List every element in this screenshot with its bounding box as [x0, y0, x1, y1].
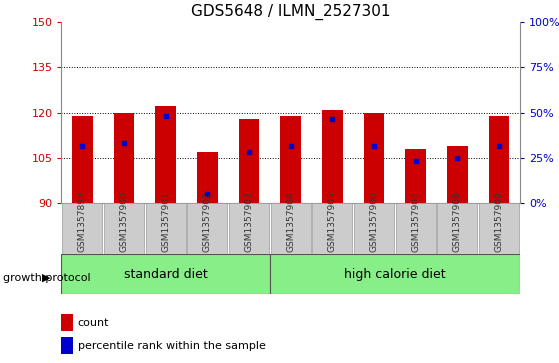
Bar [312, 203, 352, 254]
Bar [396, 203, 435, 254]
Point [369, 143, 378, 149]
Bar [61, 254, 270, 294]
Text: GSM1357901: GSM1357901 [161, 191, 170, 252]
Text: GSM1357907: GSM1357907 [411, 191, 420, 252]
Bar [197, 152, 218, 203]
Text: growth protocol: growth protocol [3, 273, 91, 283]
Point [120, 140, 129, 146]
Bar [363, 113, 385, 203]
Bar [146, 203, 186, 254]
Point [495, 143, 504, 149]
Text: GSM1357902: GSM1357902 [203, 191, 212, 252]
Text: GSM1357905: GSM1357905 [328, 191, 337, 252]
Bar [354, 203, 394, 254]
Point [78, 143, 87, 149]
Text: GSM1357899: GSM1357899 [78, 191, 87, 252]
Point [328, 116, 337, 122]
Bar [62, 203, 102, 254]
Bar [61, 337, 73, 354]
Text: standard diet: standard diet [124, 268, 207, 281]
Text: GSM1357908: GSM1357908 [453, 191, 462, 252]
Text: count: count [78, 318, 109, 328]
Bar [270, 254, 520, 294]
Text: GSM1357909: GSM1357909 [495, 191, 504, 252]
Bar [447, 146, 468, 203]
Text: percentile rank within the sample: percentile rank within the sample [78, 340, 266, 351]
Text: GSM1357904: GSM1357904 [286, 191, 295, 252]
Text: GSM1357906: GSM1357906 [369, 191, 378, 252]
Bar [187, 203, 228, 254]
Bar [61, 314, 73, 331]
Bar [155, 106, 176, 203]
Point [203, 191, 212, 197]
Bar [271, 203, 311, 254]
Text: GSM1357900: GSM1357900 [120, 191, 129, 252]
Bar [104, 203, 144, 254]
Bar [280, 115, 301, 203]
Bar [489, 115, 509, 203]
Point [453, 155, 462, 161]
Bar [479, 203, 519, 254]
Text: high calorie diet: high calorie diet [344, 268, 446, 281]
Bar [322, 110, 343, 203]
Point [411, 158, 420, 164]
Point [244, 149, 253, 155]
Bar [229, 203, 269, 254]
Bar [113, 113, 134, 203]
Bar [437, 203, 477, 254]
Text: GSM1357903: GSM1357903 [244, 191, 254, 252]
Bar [405, 149, 426, 203]
Title: GDS5648 / ILMN_2527301: GDS5648 / ILMN_2527301 [191, 4, 390, 20]
Text: ▶: ▶ [41, 273, 50, 283]
Bar [239, 119, 259, 203]
Point [286, 143, 295, 149]
Bar [72, 115, 93, 203]
Point [161, 113, 170, 118]
